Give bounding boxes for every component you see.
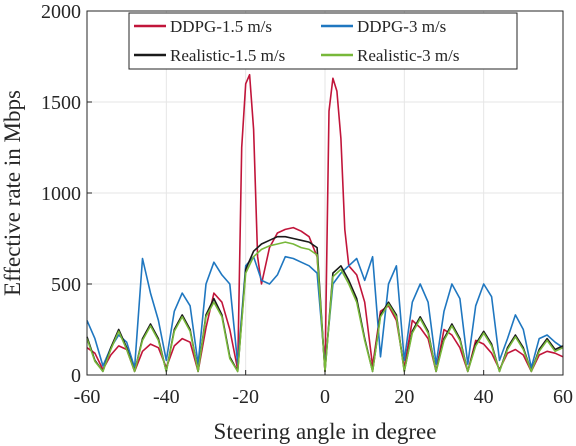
x-tick-label: 40	[474, 386, 494, 408]
x-tick-label: -20	[232, 386, 259, 408]
x-tick-label: 60	[553, 386, 573, 408]
y-tick-label: 1500	[41, 92, 81, 114]
x-tick-label: -40	[153, 386, 180, 408]
x-tick-label: -60	[74, 386, 101, 408]
y-tick-label: 1000	[41, 183, 81, 205]
x-tick-label: 20	[394, 386, 414, 408]
x-axis-title: Steering angle in degree	[214, 419, 437, 444]
y-tick-label: 500	[51, 274, 81, 296]
legend-label-ddpg-3: DDPG-3 m/s	[357, 17, 446, 36]
legend-label-realistic-1-5: Realistic-1.5 m/s	[170, 46, 285, 65]
ticks: -60 -40 -20 0 20 40 60 0 500 1000 1500 2000	[41, 1, 573, 408]
legend-box	[128, 12, 518, 70]
legend: DDPG-1.5 m/s DDPG-3 m/s Realistic-1.5 m/…	[128, 12, 518, 70]
y-tick-label: 0	[71, 365, 81, 387]
x-tick-label: 0	[320, 386, 330, 408]
y-tick-label: 2000	[41, 1, 81, 23]
y-axis-title: Effective rate in Mbps	[0, 90, 25, 296]
legend-label-realistic-3: Realistic-3 m/s	[357, 46, 459, 65]
legend-label-ddpg-1-5: DDPG-1.5 m/s	[170, 17, 272, 36]
